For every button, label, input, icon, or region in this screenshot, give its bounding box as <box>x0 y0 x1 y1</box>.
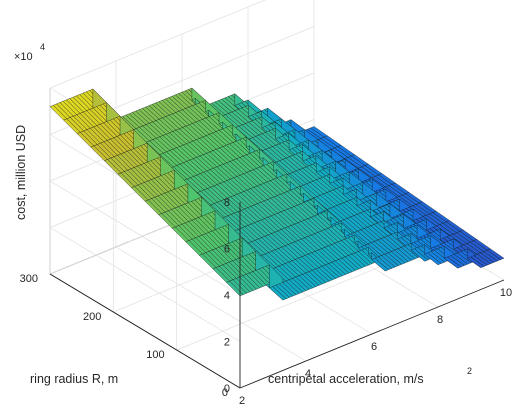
x-axis-label-sup: 2 <box>467 366 472 376</box>
x-tick-label: 2 <box>239 395 245 407</box>
x-axis-label-main: centripetal acceleration, m/s <box>268 372 424 386</box>
grid-line <box>49 180 241 296</box>
z-tick-label: 2 <box>224 337 230 349</box>
grid-line <box>115 246 307 362</box>
x-tick-label: 6 <box>371 341 377 353</box>
x-tick-label: 10 <box>500 287 512 299</box>
x-tick-label: 4 <box>305 368 311 380</box>
z-exponent-power: 4 <box>40 42 45 52</box>
z-axis-label: cost, million USD <box>14 125 28 220</box>
z-tick-label: 6 <box>224 244 230 256</box>
grid-line <box>49 227 241 342</box>
x-tick-label: 8 <box>437 314 443 326</box>
surface-patch <box>486 248 505 260</box>
y-axis-label: ring radius R, m <box>30 372 118 386</box>
y-tick-label: 0 <box>222 387 228 399</box>
grid-line <box>49 0 267 89</box>
y-tick-label: 200 <box>83 311 101 323</box>
x-axis-label: centripetal acceleration, m/s 2 <box>268 366 472 386</box>
x-axis-line <box>239 279 505 389</box>
cost-surface <box>49 87 505 301</box>
axes-box-front <box>49 202 505 389</box>
y-tick-label: 100 <box>146 349 164 361</box>
z-exponent-label: ×10 4 <box>14 42 45 63</box>
z-tick-label: 0 <box>224 383 230 395</box>
z-tick-label: 8 <box>224 197 230 209</box>
z-tick-label: 4 <box>224 290 230 302</box>
y-axis-line <box>49 273 241 389</box>
z-exponent-base: ×10 <box>14 51 33 63</box>
y-tick-label: 300 <box>20 273 38 285</box>
